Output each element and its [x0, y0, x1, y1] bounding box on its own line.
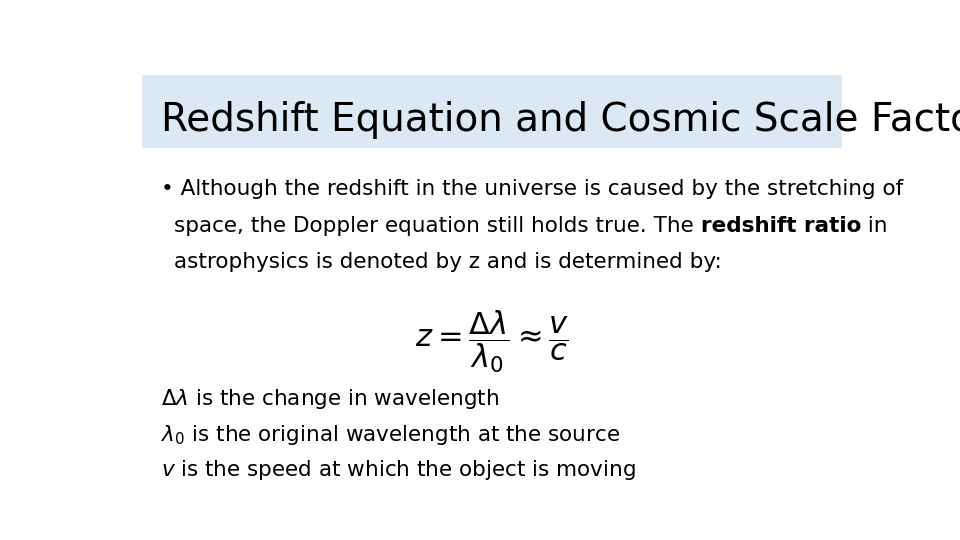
Text: • Although the redshift in the universe is caused by the stretching of: • Although the redshift in the universe …: [161, 179, 903, 199]
Text: redshift ratio: redshift ratio: [701, 216, 861, 236]
Text: astrophysics is denoted by z and is determined by:: astrophysics is denoted by z and is dete…: [175, 252, 722, 272]
Text: $\lambda_0$ is the original wavelength at the source: $\lambda_0$ is the original wavelength a…: [161, 423, 620, 447]
Text: space, the Doppler equation still holds true. The: space, the Doppler equation still holds …: [175, 216, 701, 236]
Text: $\Delta\lambda$ is the change in wavelength: $\Delta\lambda$ is the change in wavelen…: [161, 388, 499, 411]
FancyBboxPatch shape: [142, 75, 842, 148]
Text: in: in: [861, 216, 888, 236]
Text: $z = \dfrac{\Delta\lambda}{\lambda_0} \approx \dfrac{v}{c}$: $z = \dfrac{\Delta\lambda}{\lambda_0} \a…: [415, 308, 569, 375]
Text: $v$ is the speed at which the object is moving: $v$ is the speed at which the object is …: [161, 458, 636, 482]
Text: Redshift Equation and Cosmic Scale Factor: Redshift Equation and Cosmic Scale Facto…: [161, 100, 960, 139]
